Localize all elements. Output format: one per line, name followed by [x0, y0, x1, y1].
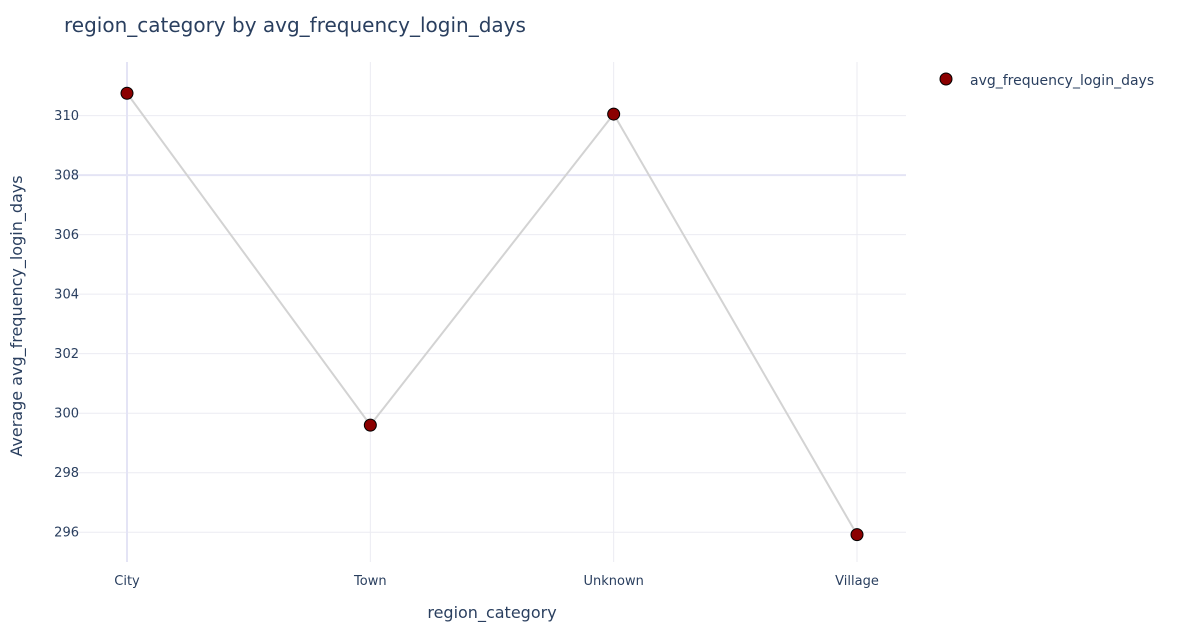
- chart-title: region_category by avg_frequency_login_d…: [64, 13, 526, 37]
- data-point-town[interactable]: [364, 419, 376, 431]
- data-point-unknown[interactable]: [608, 108, 620, 120]
- x-tick-labels: City Town Unknown Village: [114, 574, 879, 589]
- y-tick-label-310: 310: [54, 109, 79, 124]
- legend-label: avg_frequency_login_days: [970, 73, 1154, 89]
- y-tick-label-300: 300: [54, 407, 79, 422]
- y-tick-label-298: 298: [54, 466, 79, 481]
- series-line-layer: [127, 93, 857, 534]
- x-tick-label-unknown: Unknown: [583, 574, 643, 589]
- y-tick-labels: 296 298 300 302 304 306 308 310: [54, 109, 79, 541]
- y-tick-label-304: 304: [54, 288, 79, 303]
- x-tick-label-town: Town: [353, 574, 387, 589]
- x-axis-title: region_category: [427, 603, 556, 623]
- data-point-village[interactable]: [851, 529, 863, 541]
- series-line: [127, 93, 857, 534]
- y-axis-title: Average avg_frequency_login_days: [7, 175, 27, 456]
- x-tick-label-city: City: [114, 574, 140, 589]
- data-point-city[interactable]: [121, 87, 133, 99]
- x-tick-label-village: Village: [835, 574, 879, 589]
- y-tick-label-306: 306: [54, 228, 79, 243]
- legend[interactable]: avg_frequency_login_days: [940, 73, 1154, 89]
- y-tick-label-308: 308: [54, 169, 79, 184]
- y-tick-label-302: 302: [54, 347, 79, 362]
- y-tick-label-296: 296: [54, 526, 79, 541]
- grid-layer: [64, 62, 906, 562]
- legend-marker: [940, 73, 952, 85]
